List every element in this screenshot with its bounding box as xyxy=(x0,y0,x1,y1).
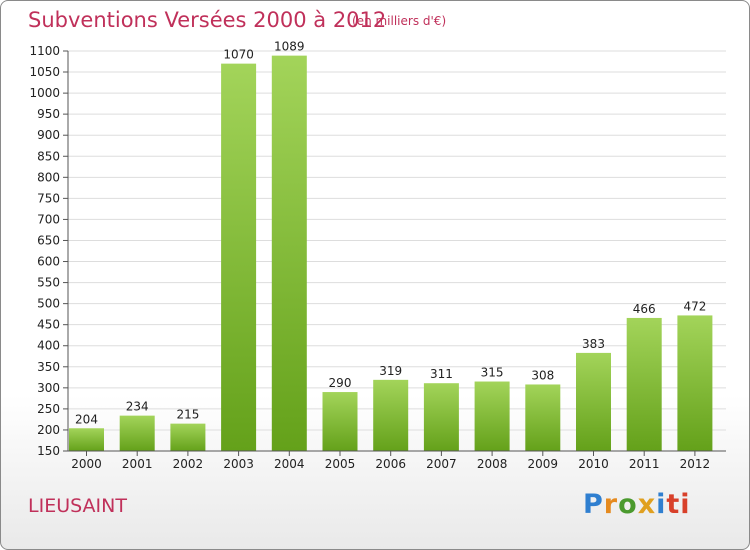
y-tick-label: 650 xyxy=(37,233,60,247)
bar xyxy=(322,392,358,451)
bar xyxy=(626,317,662,451)
y-tick-label: 600 xyxy=(37,255,60,269)
y-tick-label: 350 xyxy=(37,360,60,374)
data-label: 319 xyxy=(379,364,402,378)
data-label: 315 xyxy=(481,366,504,380)
y-tick-label: 1050 xyxy=(29,65,60,79)
y-tick-label: 250 xyxy=(37,402,60,416)
data-label: 290 xyxy=(329,376,352,390)
y-tick-label: 700 xyxy=(37,212,60,226)
x-tick-label: 2005 xyxy=(325,457,356,471)
x-tick-label: 2008 xyxy=(477,457,508,471)
y-tick-label: 1100 xyxy=(29,44,60,58)
y-tick-label: 150 xyxy=(37,444,60,458)
bar xyxy=(576,352,611,451)
data-label: 234 xyxy=(126,400,149,414)
y-tick-label: 850 xyxy=(37,149,60,163)
data-label: 472 xyxy=(683,299,706,313)
x-tick-label: 2012 xyxy=(680,457,711,471)
y-tick-label: 900 xyxy=(37,128,60,142)
bar-chart: 150 200 250 300 350 400 450 500 550 600 650 700 750 8… xyxy=(29,40,726,471)
y-tick-label: 400 xyxy=(37,339,60,353)
x-tick-label: 2011 xyxy=(629,457,660,471)
bar xyxy=(271,55,307,451)
commune-name: LIEUSAINT xyxy=(28,495,127,517)
bar xyxy=(677,315,713,451)
chart-title: Subventions Versées 2000 à 2012 xyxy=(28,8,387,32)
data-label: 1070 xyxy=(223,48,254,62)
data-label: 215 xyxy=(176,408,199,422)
y-tick-label: 1000 xyxy=(29,86,60,100)
data-label: 308 xyxy=(531,368,554,382)
y-tick-label: 800 xyxy=(37,170,60,184)
bar xyxy=(170,423,206,451)
x-tick-label: 2004 xyxy=(274,457,305,471)
x-tick-label: 2007 xyxy=(426,457,457,471)
bar xyxy=(119,415,155,451)
x-tick-label: 2001 xyxy=(122,457,153,471)
y-tick-label: 500 xyxy=(37,297,60,311)
y-tick-label: 450 xyxy=(37,318,60,332)
bar xyxy=(474,381,510,451)
bar xyxy=(423,383,459,451)
proxiti-logo: Proxiti xyxy=(583,489,691,520)
x-tick-label: 2010 xyxy=(578,457,609,471)
data-label: 383 xyxy=(582,337,605,351)
x-tick-label: 2006 xyxy=(375,457,406,471)
x-tick-label: 2002 xyxy=(173,457,204,471)
x-tick-label: 2003 xyxy=(223,457,254,471)
data-label: 466 xyxy=(633,302,656,316)
y-tick-label: 300 xyxy=(37,381,60,395)
bar xyxy=(221,63,257,451)
y-tick-label: 750 xyxy=(37,191,60,205)
chart-subtitle: (en milliers d'€) xyxy=(352,14,447,28)
y-tick-label: 550 xyxy=(37,276,60,290)
y-tick-label: 950 xyxy=(37,107,60,121)
x-tick-label: 2009 xyxy=(528,457,559,471)
x-tick-label: 2000 xyxy=(71,457,102,471)
bar xyxy=(525,384,561,451)
data-label: 311 xyxy=(430,367,453,381)
data-label: 204 xyxy=(75,412,98,426)
y-tick-label: 200 xyxy=(37,423,60,437)
data-label: 1089 xyxy=(274,40,305,54)
bar xyxy=(69,428,104,451)
bar xyxy=(373,379,409,451)
